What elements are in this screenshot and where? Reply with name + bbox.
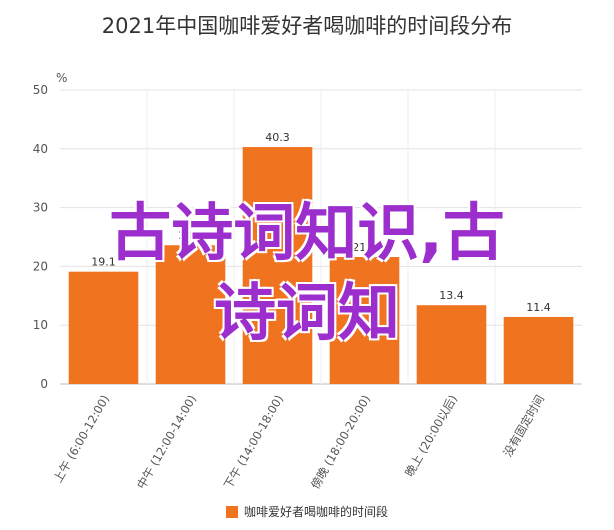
x-axis-ticks: 上午 (6:00-12:00) 中午 (12:00-14:00) 下午 (14:00… bbox=[51, 393, 547, 492]
y-tick-label: 10 bbox=[33, 318, 48, 332]
data-label: 11.4 bbox=[526, 301, 551, 314]
legend-swatch bbox=[225, 506, 238, 518]
y-tick-label: 40 bbox=[33, 142, 48, 156]
data-label: 21.6 bbox=[352, 241, 377, 254]
bar bbox=[416, 305, 487, 384]
y-axis-unit: % bbox=[56, 71, 67, 85]
y-tick-label: 30 bbox=[33, 201, 48, 215]
bar bbox=[68, 271, 139, 384]
data-label: 13.4 bbox=[439, 289, 464, 302]
data-label: 40.3 bbox=[265, 131, 290, 144]
x-tick-label: 没有固定时间 bbox=[500, 393, 547, 460]
gridlines bbox=[60, 89, 582, 385]
chart-title: 2021年中国咖啡爱好者喝咖啡的时间段分布 bbox=[101, 14, 513, 38]
x-tick-label: 下午 (14:00-18:00) bbox=[221, 393, 286, 492]
legend-label: 咖啡爱好者喝咖啡的时间段 bbox=[243, 505, 388, 519]
data-labels: 19.1 23.6 40.3 21.6 13.4 11.4 bbox=[91, 131, 551, 314]
watermark-line-2: 诗词知 bbox=[213, 276, 400, 349]
bar bbox=[155, 245, 226, 384]
watermark-line-1: 古诗词知识,古 bbox=[109, 196, 505, 269]
x-tick-label: 中午 (12:00-14:00) bbox=[134, 393, 199, 492]
y-tick-label: 0 bbox=[40, 377, 48, 391]
legend: 咖啡爱好者喝咖啡的时间段 bbox=[0, 503, 614, 520]
bar bbox=[242, 147, 313, 384]
x-tick-label: 傍晚 (18:00-20:00) bbox=[308, 393, 373, 492]
x-tick-label: 上午 (6:00-12:00) bbox=[51, 393, 112, 486]
bar bbox=[503, 316, 574, 384]
data-label: 19.1 bbox=[91, 256, 116, 269]
y-tick-label: 50 bbox=[33, 83, 48, 97]
bars bbox=[68, 147, 574, 384]
bar bbox=[329, 256, 400, 384]
y-axis-ticks: 0 10 20 30 40 50 bbox=[33, 83, 48, 391]
x-tick-label: 晚上 (20:00以后) bbox=[402, 393, 460, 479]
data-label: 23.6 bbox=[178, 229, 203, 242]
y-tick-label: 20 bbox=[33, 259, 48, 273]
